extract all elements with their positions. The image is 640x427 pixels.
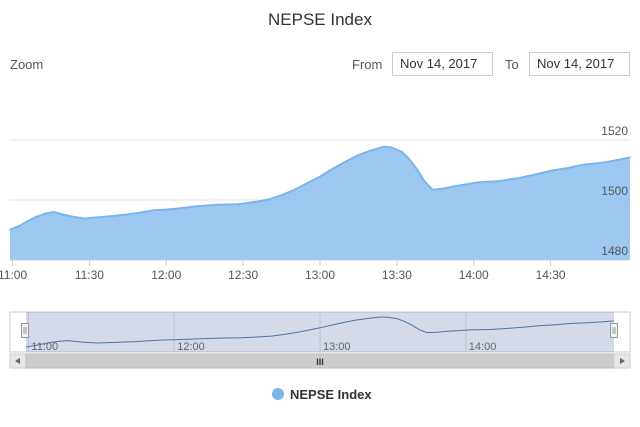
x-tick-label: 13:00 [305,268,335,282]
y-tick-label: 1480 [601,244,628,258]
y-tick-label: 1520 [601,124,628,138]
arrow-left-icon [15,358,20,364]
data-point [319,175,321,178]
x-tick-label: 11:30 [75,268,104,282]
data-point [478,181,480,184]
from-date-input[interactable]: Nov 14, 2017 [392,52,493,76]
scrollbar[interactable]: III [9,353,631,369]
data-point [109,215,111,217]
data-point [629,156,631,159]
data-point [549,170,552,172]
x-tick-label: 13:30 [382,268,412,282]
legend-marker-icon [272,388,284,400]
scrollbar-grip-icon: III [316,357,324,367]
data-point [96,216,98,219]
data-point [280,194,283,196]
data-point [27,220,29,222]
arrow-right-icon [620,358,625,364]
data-point [237,203,239,205]
legend-item[interactable]: NEPSE Index [272,387,372,402]
navigator-handle-right[interactable] [610,323,618,338]
data-point [152,209,155,211]
data-point [70,215,73,218]
data-point [306,182,309,184]
navigator-tick-label: 11:00 [31,341,58,353]
from-label: From [352,57,382,72]
data-point [255,201,257,203]
chart-title: NEPSE Index [268,10,372,29]
legend-label: NEPSE Index [290,387,372,402]
to-label: To [505,57,519,72]
data-point [60,213,62,215]
data-point [383,145,385,148]
navigator-x-axis: 11:00 12:00 13:00 14:00 [31,341,496,353]
data-point [465,183,467,186]
data-point [401,151,403,153]
data-point [567,167,570,169]
x-tick-label: 11:00 [0,268,27,282]
navigator-tick-label: 12:00 [177,341,205,353]
data-point [196,205,198,208]
data-point [293,189,296,191]
navigator-tick-label: 14:00 [469,341,497,353]
data-point [268,198,270,201]
navigator-tick-label: 13:00 [323,341,351,353]
navigator-handle-left[interactable] [21,323,29,338]
data-point [139,211,142,214]
data-point [344,160,347,163]
data-point [121,214,124,216]
x-tick-label: 12:00 [151,268,181,282]
data-point [34,216,37,218]
navigator-selected-range[interactable] [26,312,614,352]
data-point [390,146,393,149]
data-point [498,180,501,182]
y-tick-label: 1500 [601,184,628,198]
x-tick-label: 14:00 [459,268,489,282]
y-axis: 1480 1500 1520 [601,124,628,258]
data-point [19,224,22,227]
x-tick-label: 12:30 [228,268,258,282]
data-point [452,185,455,188]
series-area-fill [10,146,630,260]
data-point [370,149,373,152]
data-point [83,217,86,220]
data-point [424,181,426,183]
x-axis: 11:00 11:30 12:00 12:30 13:00 13:30 14:00 14:30 [0,260,566,282]
data-point [408,158,411,161]
data-point [178,207,180,210]
data-point [357,154,360,156]
data-point [416,169,419,171]
navigator[interactable]: 11:00 12:00 13:00 14:00 [9,311,631,353]
data-point [519,177,521,179]
data-point [431,189,434,191]
zoom-label: Zoom [10,57,43,72]
data-point [332,168,334,170]
plot-area [9,145,631,260]
data-point [165,208,168,211]
data-point [9,228,11,231]
navigator-line [25,316,615,348]
x-tick-label: 14:30 [536,268,566,282]
navigator-series [25,316,615,348]
data-point [616,159,618,161]
data-point [442,187,444,190]
data-point [583,163,585,166]
data-point [534,173,536,176]
data-point [45,212,47,215]
data-point [216,204,219,206]
to-date-input[interactable]: Nov 14, 2017 [529,52,630,76]
data-point [601,162,603,164]
data-point [52,211,55,213]
